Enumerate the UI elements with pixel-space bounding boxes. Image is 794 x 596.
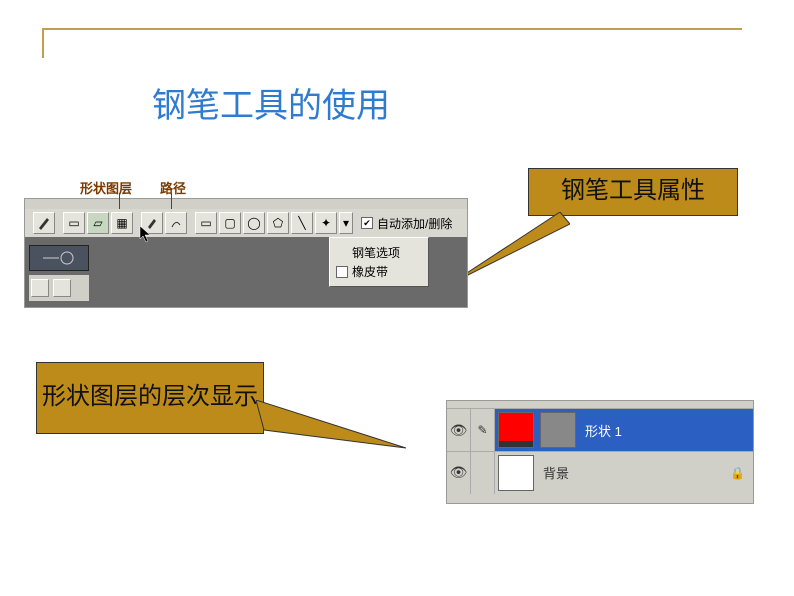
eye-icon[interactable]: 👁	[447, 409, 471, 451]
pen-options-dropdown: 钢笔选项 橡皮带	[329, 237, 429, 287]
layer-thumb-bg	[498, 455, 534, 491]
slide-title: 钢笔工具的使用	[152, 78, 390, 127]
callout-shape-layer-tail	[256, 400, 416, 460]
mode-fill-pixels-button[interactable]: ▦	[111, 212, 133, 234]
mini-tools	[29, 275, 89, 301]
layer-mask-thumb	[540, 412, 576, 448]
cursor-arrow-icon	[139, 225, 153, 243]
shape-line-button[interactable]: ╲	[291, 212, 313, 234]
auto-add-delete-label: 自动添加/删除	[377, 215, 452, 232]
callout-pen-attrs-text: 钢笔工具属性	[561, 176, 705, 207]
layer-name-shape-1: 形状 1	[585, 421, 622, 440]
marquee-icon	[31, 279, 49, 297]
options-toolbar: ▭ ▱ ▦ ▭ ▢ ◯ ⬠ ╲ ✦ ▾ ✔ 自动添加/删除	[25, 209, 467, 237]
callout-shape-layer-display: 形状图层的层次显示	[36, 362, 264, 434]
dropdown-title: 钢笔选项	[352, 244, 400, 261]
layer-name-background: 背景	[543, 463, 569, 482]
annot-shape-layer: 形状图层	[80, 178, 132, 197]
rubber-band-checkbox	[336, 266, 348, 278]
auto-add-delete-checkbox[interactable]: ✔ 自动添加/删除	[361, 215, 452, 232]
callout-shape-layer-text: 形状图层的层次显示	[42, 382, 258, 413]
checkbox-box: ✔	[361, 217, 373, 229]
move-icon	[53, 279, 71, 297]
shape-custom-button[interactable]: ✦	[315, 212, 337, 234]
layer-thumb-shape	[498, 412, 534, 448]
lock-icon: 🔒	[730, 466, 745, 480]
dropdown-title-row: 钢笔选项	[336, 244, 422, 261]
shape-ellipse-button[interactable]: ◯	[243, 212, 265, 234]
callout-pen-attrs: 钢笔工具属性	[528, 168, 738, 216]
brush-icon[interactable]: ✎	[471, 409, 495, 451]
annot-path: 路径	[160, 178, 186, 197]
freeform-pen-button[interactable]	[165, 212, 187, 234]
shape-rrect-button[interactable]: ▢	[219, 212, 241, 234]
layer-row-background[interactable]: 👁 背景 🔒	[447, 451, 753, 493]
shape-dropdown-arrow[interactable]: ▾	[339, 212, 353, 234]
shape-polygon-button[interactable]: ⬠	[267, 212, 289, 234]
layers-panel-header	[447, 401, 753, 409]
layer-row-shape-1[interactable]: 👁 ✎ 形状 1	[447, 409, 753, 451]
link-empty[interactable]	[471, 452, 495, 494]
rubber-band-option[interactable]: 橡皮带	[336, 263, 422, 280]
shape-rect-button[interactable]: ▭	[195, 212, 217, 234]
tool-indicator-pen	[33, 212, 55, 234]
navigator-thumb	[29, 245, 89, 271]
rubber-band-label: 橡皮带	[352, 263, 388, 280]
slide-accent-border	[42, 28, 742, 58]
mode-shape-layers-button[interactable]: ▭	[63, 212, 85, 234]
mode-paths-button[interactable]: ▱	[87, 212, 109, 234]
screenshot-pen-options: ▭ ▱ ▦ ▭ ▢ ◯ ⬠ ╲ ✦ ▾ ✔ 自动添加/删除	[24, 198, 468, 308]
eye-icon[interactable]: 👁	[447, 452, 471, 494]
layers-panel: 👁 ✎ 形状 1 👁 背景 🔒	[446, 400, 754, 504]
